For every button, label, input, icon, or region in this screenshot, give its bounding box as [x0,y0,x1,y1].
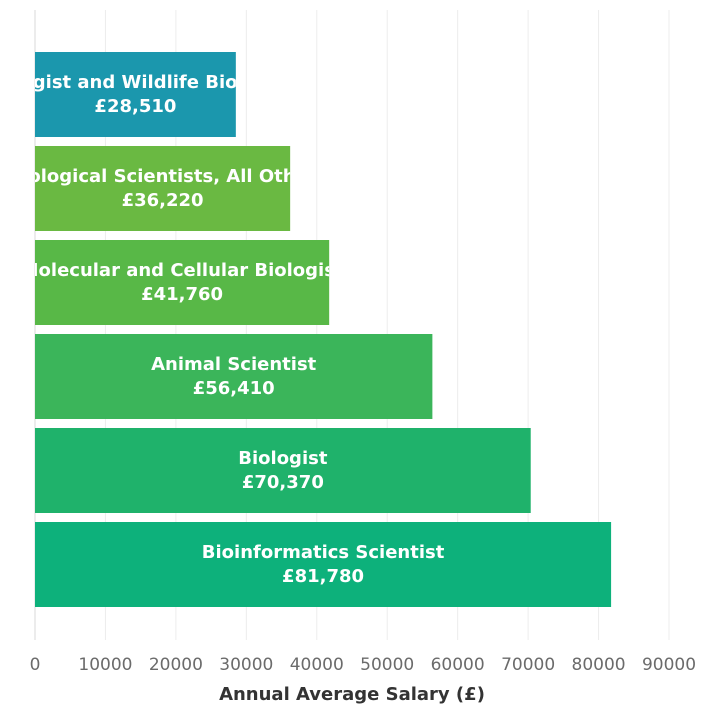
bar-category-label: Bioinformatics Scientist [202,542,445,563]
bar-group: Molecular and Cellular Biologist £41,760 [21,240,344,325]
bar-category-label: Biological Scientists, All Other [8,166,316,187]
bar-category-label: Biologist [238,448,328,469]
bar-value-label: £28,510 [94,96,176,117]
bar-group: Biologist £70,370 [35,428,531,513]
bar-value-label: £70,370 [242,472,324,493]
bar-value-label: £41,760 [141,284,223,305]
x-tick-label: 30000 [219,655,273,675]
x-tick-label: 40000 [290,655,344,675]
bar [35,334,433,419]
x-tick-label: 50000 [360,655,414,675]
bar-group: Zoologist and Wildlife Biologist £28,510 [0,52,295,137]
bar [35,428,531,513]
bar [35,522,612,607]
x-tick-labels: 0 10000 20000 30000 40000 50000 60000 70000 8000… [30,655,696,675]
x-axis-title: Annual Average Salary (£) [219,684,485,705]
bar-value-label: £56,410 [193,378,275,399]
bar-category-label: Animal Scientist [151,354,317,375]
x-tick-label: 60000 [431,655,485,675]
bar [35,52,236,137]
x-tick-label: 20000 [149,655,203,675]
bar-value-label: £81,780 [282,566,364,587]
x-tick-label: 0 [30,655,41,675]
bar [35,240,330,325]
bar-group: Animal Scientist £56,410 [35,334,433,419]
x-tick-label: 90000 [642,655,696,675]
x-tick-label: 70000 [501,655,555,675]
x-tick-label: 80000 [572,655,626,675]
bar-group: Bioinformatics Scientist £81,780 [35,522,612,607]
bar [35,146,291,231]
bar-group: Biological Scientists, All Other £36,220 [8,146,316,231]
x-tick-label: 10000 [78,655,132,675]
bar-value-label: £36,220 [122,190,204,211]
bar-category-label: Molecular and Cellular Biologist [21,260,344,281]
bar-category-label: Zoologist and Wildlife Biologist [0,72,295,93]
bars-group: Zoologist and Wildlife Biologist £28,510 B… [0,52,612,607]
